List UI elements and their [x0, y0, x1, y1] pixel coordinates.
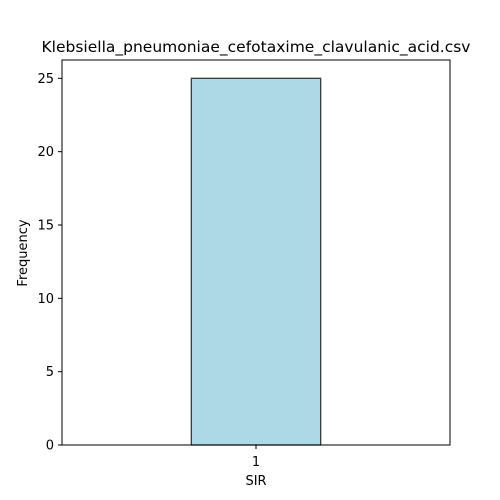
y-tick-label: 5 [46, 365, 54, 380]
bar-1 [190, 77, 322, 446]
y-tick-label: 15 [37, 219, 54, 234]
axes-frame [61, 59, 451, 446]
y-tick-label: 20 [37, 145, 54, 160]
y-axis-label: Frequency [16, 219, 31, 286]
y-tick-label: 10 [37, 292, 54, 307]
y-tick-label: 0 [46, 439, 54, 454]
x-axis-label: SIR [245, 474, 266, 489]
x-tick-label: 1 [252, 455, 260, 470]
chart-title: Klebsiella_pneumoniae_cefotaxime_clavula… [42, 38, 471, 57]
y-tick-label: 25 [37, 72, 54, 87]
